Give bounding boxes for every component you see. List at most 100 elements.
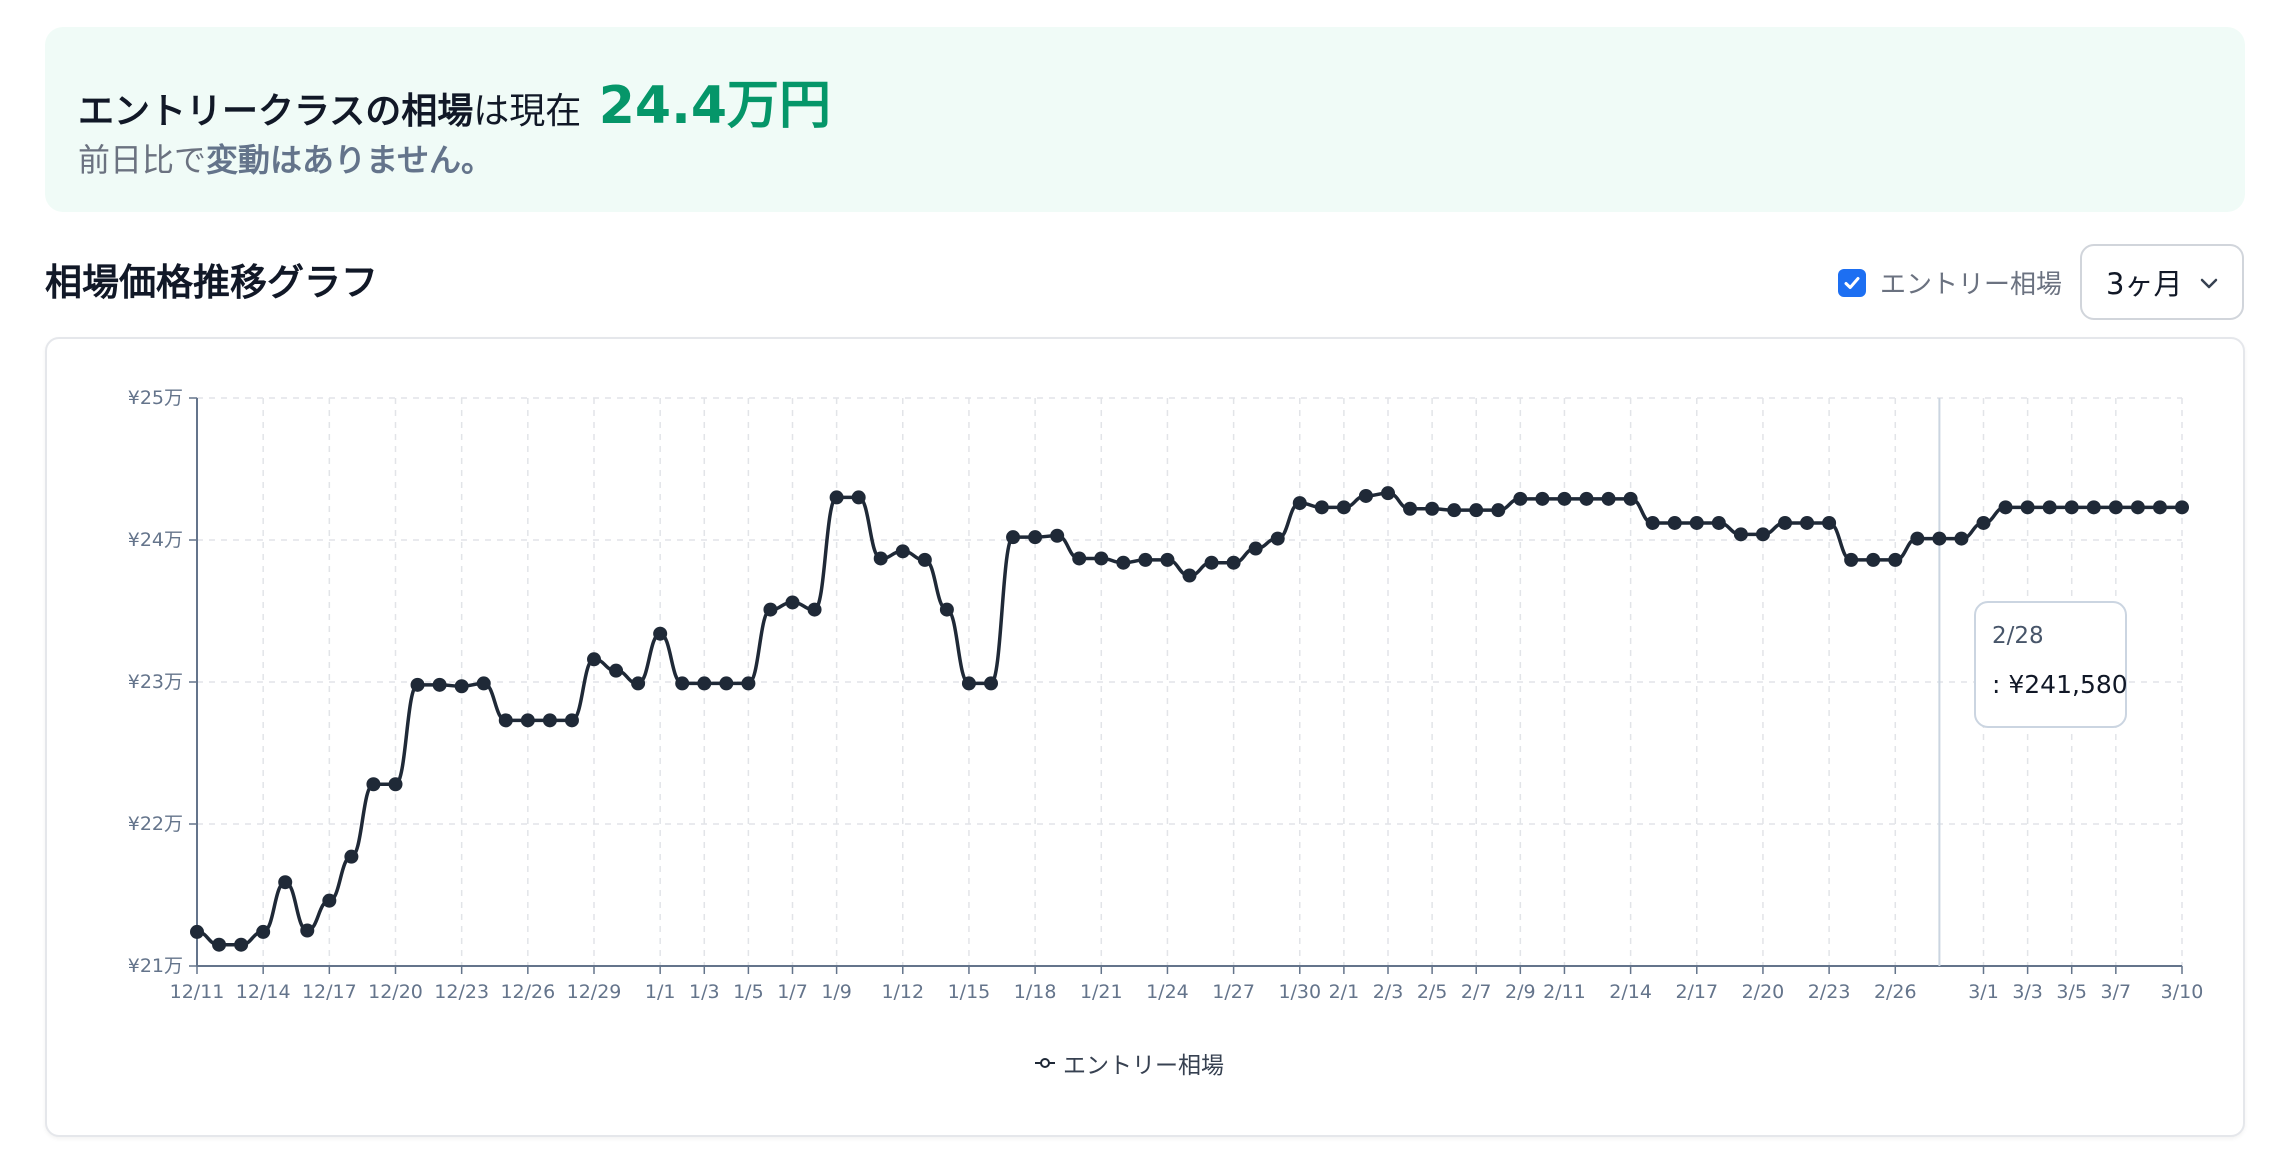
- data-point: [190, 924, 204, 939]
- x-tick-label: 2/23: [1808, 981, 1851, 1003]
- data-point: [1028, 530, 1043, 545]
- data-point: [234, 937, 249, 952]
- chart-legend[interactable]: エントリー相場: [1035, 1046, 1224, 1080]
- series-checkbox[interactable]: [1838, 268, 1866, 297]
- chevron-down-icon: [2200, 278, 2218, 289]
- data-point: [587, 652, 601, 667]
- data-point: [631, 676, 646, 691]
- data-point: [344, 849, 359, 864]
- data-point: [984, 676, 998, 691]
- x-tick-label: 3/1: [1968, 981, 1999, 1003]
- data-point: [829, 490, 844, 505]
- series-line: [196, 491, 2182, 947]
- data-point: [1866, 552, 1881, 567]
- data-point: [1535, 491, 1550, 506]
- y-tick-label: ¥22万: [128, 813, 183, 835]
- data-point: [1513, 491, 1528, 506]
- x-tick-label: 2/5: [1417, 981, 1448, 1003]
- data-point: [432, 677, 447, 692]
- data-point: [542, 713, 557, 728]
- data-point: [895, 544, 910, 559]
- x-tick-label: 2/17: [1675, 981, 1718, 1003]
- x-tick-label: 1/30: [1278, 981, 1321, 1003]
- data-point: [1292, 496, 1307, 511]
- data-point: [476, 676, 491, 691]
- data-point: [1447, 503, 1462, 518]
- x-tick-label: 1/18: [1014, 981, 1057, 1003]
- data-point: [1072, 551, 1087, 566]
- data-point: [2175, 500, 2189, 515]
- y-tick-label: ¥25万: [128, 387, 183, 409]
- data-point: [1711, 515, 1726, 530]
- data-point: [1800, 515, 1815, 530]
- data-point: [1645, 515, 1660, 530]
- x-tick-label: 2/26: [1874, 981, 1917, 1003]
- period-select-value: 3ヶ月: [2106, 267, 2183, 301]
- data-point: [1006, 530, 1021, 545]
- data-point: [520, 713, 535, 728]
- data-point: [1910, 531, 1925, 546]
- x-tick-label: 12/23: [434, 981, 489, 1003]
- x-tick-label: 12/11: [170, 981, 225, 1003]
- data-point: [1403, 501, 1418, 516]
- market-summary-panel: エントリークラスの相場は現在 24.4万円 前日比で変動はありません。: [45, 27, 2245, 212]
- x-tick-label: 3/7: [2101, 981, 2132, 1003]
- summary-class-label: エントリークラスの相場: [78, 91, 474, 132]
- data-point: [1182, 568, 1197, 583]
- data-point: [1667, 515, 1682, 530]
- x-tick-label: 12/17: [302, 981, 357, 1003]
- data-point: [256, 924, 271, 939]
- summary-change-status: 変動はありません。: [206, 141, 494, 179]
- data-point: [851, 490, 866, 505]
- data-point: [2108, 500, 2123, 515]
- x-tick-label: 2/7: [1461, 981, 1492, 1003]
- data-point: [1557, 491, 1572, 506]
- data-point: [1579, 491, 1594, 506]
- data-point: [1778, 515, 1792, 530]
- data-point: [2152, 500, 2167, 515]
- summary-change-text: 前日比で変動はありません。: [78, 135, 493, 181]
- data-point: [1954, 531, 1969, 546]
- x-tick-label: 2/9: [1505, 981, 1536, 1003]
- data-point: [2086, 500, 2101, 515]
- data-point: [564, 713, 579, 728]
- x-tick-label: 1/27: [1212, 981, 1255, 1003]
- data-point: [1358, 488, 1373, 503]
- current-price: 24.4万円: [598, 76, 832, 136]
- x-tick-label: 2/20: [1742, 981, 1785, 1003]
- x-tick-label: 3/5: [2056, 981, 2087, 1003]
- x-tick-label: 1/3: [689, 981, 720, 1003]
- data-point: [1976, 515, 1991, 530]
- data-point: [278, 875, 293, 890]
- x-tick-label: 1/15: [948, 981, 991, 1003]
- period-select[interactable]: 3ヶ月: [2080, 244, 2244, 320]
- data-point: [1050, 528, 1065, 543]
- x-tick-label: 3/3: [2012, 981, 2043, 1003]
- tooltip-date: 2/28: [1992, 623, 2044, 649]
- data-point: [1204, 555, 1219, 570]
- data-point: [1138, 552, 1153, 567]
- data-point: [1469, 503, 1484, 518]
- data-point: [675, 676, 690, 691]
- x-tick-label: 1/21: [1080, 981, 1123, 1003]
- chart-card: ¥21万 ¥22万 ¥23万 ¥24万 ¥25万 12/11 12/14 12/17 12/20…: [45, 337, 2245, 1137]
- data-point: [697, 676, 712, 691]
- x-tick-label: 1/5: [733, 981, 764, 1003]
- data-point: [939, 602, 954, 617]
- legend-series-name: エントリー相場: [1063, 1053, 1224, 1079]
- x-tick-label: 3/10: [2161, 981, 2204, 1003]
- price-chart[interactable]: ¥21万 ¥22万 ¥23万 ¥24万 ¥25万 12/11 12/14 12/17 12/20…: [47, 339, 2243, 1135]
- data-point: [917, 552, 932, 567]
- legend-line-marker-icon: [1035, 1058, 1055, 1068]
- data-point: [1094, 551, 1109, 566]
- x-tick-label: 12/20: [368, 981, 423, 1003]
- x-tick-label: 1/9: [821, 981, 852, 1003]
- data-point: [2020, 500, 2035, 515]
- summary-change-prefix: 前日比で: [78, 141, 207, 179]
- data-point: [2130, 500, 2145, 515]
- data-point: [410, 677, 425, 692]
- data-point: [873, 551, 888, 566]
- data-point: [609, 663, 624, 678]
- y-tick-label: ¥23万: [128, 671, 183, 693]
- series-toggle[interactable]: エントリー相場: [1838, 264, 2062, 301]
